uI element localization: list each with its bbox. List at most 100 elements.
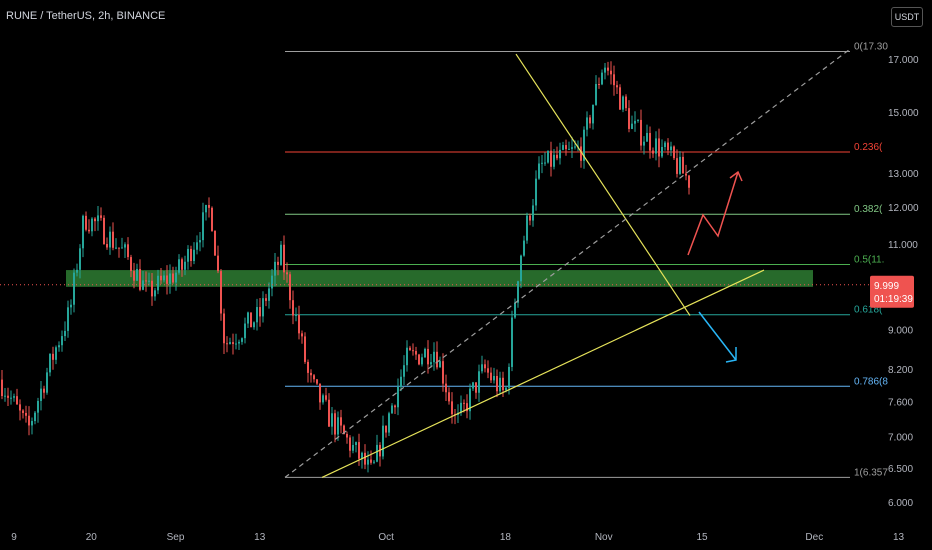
- candle-body: [544, 162, 546, 164]
- candle-body: [403, 365, 405, 377]
- candle-body: [607, 67, 609, 71]
- candle-body: [217, 255, 219, 272]
- candle-body: [649, 132, 651, 151]
- x-axis-tick-label: 13: [254, 532, 266, 543]
- y-axis-tick-label: 7.600: [888, 397, 913, 408]
- candle-body: [88, 229, 90, 232]
- candle-body: [358, 442, 360, 459]
- candle-body: [487, 368, 489, 373]
- candle-body: [172, 273, 174, 283]
- candle-body: [25, 412, 27, 416]
- candle-body: [601, 72, 603, 85]
- candle-body: [208, 204, 210, 208]
- candle-body: [634, 120, 636, 124]
- candle-body: [670, 146, 672, 151]
- candle-body: [181, 259, 183, 270]
- quote-unit-button[interactable]: USDT: [891, 7, 923, 27]
- candle-body: [112, 231, 114, 248]
- price-tag-bg: [870, 275, 914, 308]
- y-axis-tick-label: 13.000: [888, 169, 919, 180]
- candle-body: [121, 247, 123, 249]
- candle-body: [184, 261, 186, 270]
- candle-body: [685, 173, 687, 176]
- candle-body: [556, 154, 558, 159]
- candle-body: [523, 240, 525, 256]
- candle-body: [256, 307, 258, 323]
- candle-body: [283, 244, 285, 273]
- candle-body: [145, 280, 147, 282]
- y-axis-tick-label: 8.200: [888, 365, 913, 376]
- candle-body: [310, 372, 312, 376]
- candle-body: [421, 357, 423, 365]
- bullish-arrowhead: [729, 170, 743, 182]
- candle-body: [229, 342, 231, 344]
- candle-body: [205, 204, 207, 213]
- y-axis-tick-label: 12.000: [888, 203, 919, 214]
- candle-body: [253, 322, 255, 328]
- fib-diagonal-line: [284, 48, 851, 478]
- candle-body: [157, 275, 159, 291]
- candle-body: [364, 452, 366, 465]
- candle-body: [643, 141, 645, 146]
- candle-body: [13, 396, 15, 398]
- candle-body: [472, 382, 474, 389]
- candle-body: [247, 312, 249, 324]
- candle-body: [49, 353, 51, 373]
- candle-body: [1, 379, 3, 397]
- x-axis-tick-label: Dec: [805, 532, 823, 543]
- candle-body: [58, 345, 60, 348]
- ascending-trendline: [321, 269, 765, 478]
- candle-body: [658, 138, 660, 157]
- candle-body: [550, 150, 552, 167]
- candle-body: [604, 67, 606, 73]
- candle-body: [427, 348, 429, 365]
- y-axis-tick-label: 6.500: [888, 464, 913, 475]
- candle-body: [331, 413, 333, 427]
- candle-body: [667, 142, 669, 151]
- candle-body: [292, 300, 294, 316]
- candle-body: [673, 146, 675, 159]
- candle-body: [490, 372, 492, 381]
- candle-body: [628, 108, 630, 129]
- candle-body: [622, 96, 624, 110]
- candle-body: [223, 313, 225, 344]
- candle-body: [598, 84, 600, 86]
- fib-level-label: 0.786(8: [854, 376, 888, 387]
- candle-body: [478, 371, 480, 393]
- candle-body: [592, 104, 594, 124]
- candle-body: [61, 336, 63, 346]
- candle-body: [232, 342, 234, 344]
- candle-body: [211, 207, 213, 231]
- price-tag-countdown: 01:19:39: [874, 294, 913, 305]
- candle-body: [436, 351, 438, 368]
- fib-level-label: 0.382(: [854, 204, 883, 215]
- candle-body: [439, 361, 441, 368]
- candle-body: [187, 248, 189, 262]
- candle-body: [238, 341, 240, 344]
- candle-body: [160, 275, 162, 281]
- candle-body: [352, 445, 354, 451]
- x-axis-tick-label: 20: [86, 532, 98, 543]
- candle-body: [481, 364, 483, 372]
- candle-body: [163, 275, 165, 281]
- y-axis-tick-label: 6.000: [888, 498, 913, 509]
- candle-body: [499, 377, 501, 392]
- candle-body: [640, 119, 642, 146]
- x-axis-tick-label: Nov: [595, 532, 613, 543]
- candle-body: [463, 402, 465, 404]
- candle-body: [373, 461, 375, 463]
- candle-body: [349, 437, 351, 451]
- candle-body: [655, 138, 657, 154]
- candle-body: [442, 361, 444, 384]
- candle-body: [574, 146, 576, 148]
- candle-body: [385, 425, 387, 433]
- candle-body: [460, 402, 462, 413]
- y-axis-tick-label: 11.000: [888, 240, 918, 251]
- candle-body: [106, 244, 108, 248]
- candle-body: [361, 452, 363, 459]
- candle-body: [289, 274, 291, 301]
- candle-body: [388, 413, 390, 433]
- candle-body: [475, 382, 477, 393]
- candle-body: [382, 425, 384, 457]
